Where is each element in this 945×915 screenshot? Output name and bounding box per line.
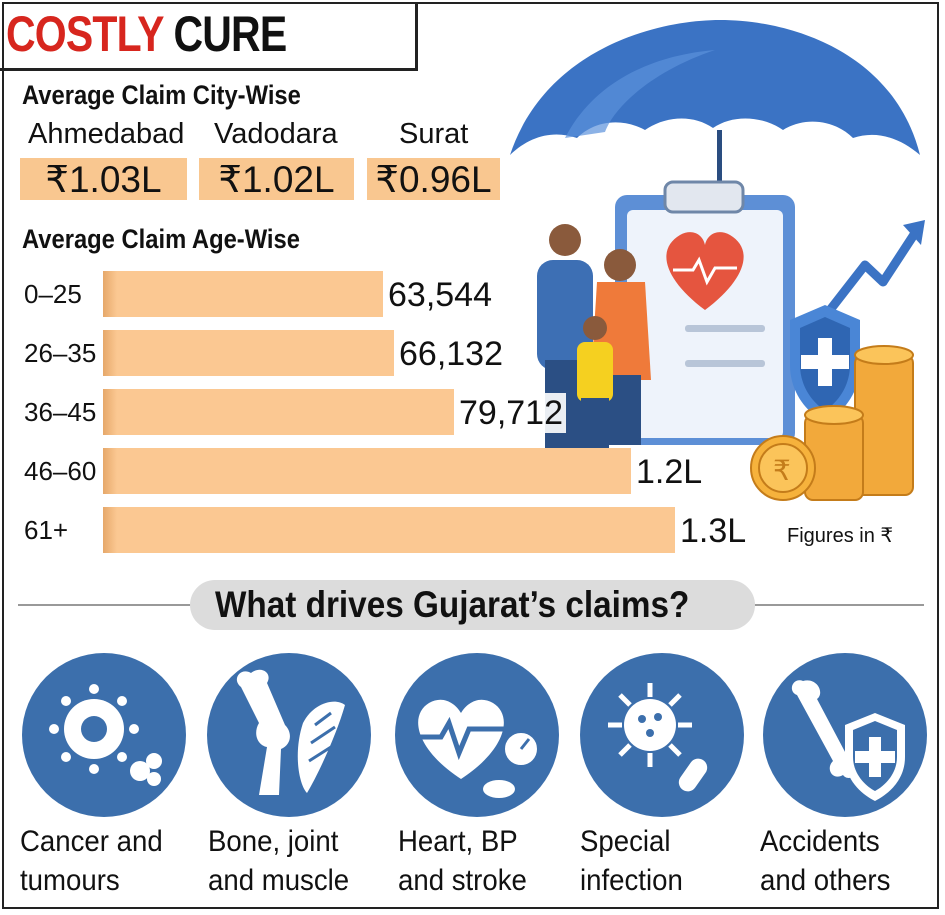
age-section-heading: Average Claim Age-Wise	[22, 224, 300, 254]
driver-label-line2: and stroke	[398, 864, 527, 897]
divider-right	[752, 604, 924, 606]
age-bar	[103, 389, 454, 435]
driver-label-bone: Bone, joint and muscle	[208, 822, 349, 900]
city-name-vadodara: Vadodara	[214, 118, 338, 150]
divider-left	[18, 604, 193, 606]
driver-cancer-circle	[22, 653, 186, 817]
driver-label-line1: Heart, BP	[398, 825, 518, 858]
driver-label-line1: Cancer and	[20, 825, 163, 858]
age-tick-label: 0–25	[24, 279, 82, 309]
drivers-heading-pill	[190, 580, 755, 630]
age-bar-value-label: 66,132	[396, 334, 506, 374]
title-side-rule	[415, 2, 418, 71]
age-bar	[103, 507, 675, 553]
bone-shield-icon	[791, 680, 905, 801]
driver-label-line2: and others	[760, 864, 891, 897]
age-tick-label: 61+	[24, 515, 69, 545]
age-bar-value-label: 63,544	[385, 275, 495, 315]
city-value-ahmedabad: ₹1.03L	[20, 158, 187, 200]
driver-label-heart: Heart, BP and stroke	[398, 822, 527, 900]
driver-infection-circle	[580, 653, 744, 817]
driver-label-infection: Special infection	[580, 822, 683, 900]
heart-bp-icon	[417, 699, 541, 798]
driver-bone-circle	[207, 653, 371, 817]
driver-label-accident: Accidents and others	[760, 822, 890, 900]
page-title: COSTLY CURE	[6, 6, 287, 62]
driver-label-line1: Bone, joint	[208, 825, 339, 858]
driver-label-line2: tumours	[20, 864, 120, 897]
svg-text:₹: ₹	[773, 454, 791, 487]
city-name-ahmedabad: Ahmedabad	[28, 118, 185, 150]
age-bar	[103, 271, 383, 317]
insurance-illustration: ₹	[510, 20, 925, 501]
age-bar	[103, 330, 394, 376]
age-tick-label: 36–45	[24, 397, 97, 427]
age-bar-value-label: 1.3L	[677, 511, 750, 551]
age-bar	[103, 448, 631, 494]
city-section-heading: Average Claim City-Wise	[22, 80, 301, 110]
umbrella-icon	[510, 20, 920, 155]
heart-icon	[666, 232, 744, 310]
driver-accident-circle	[763, 653, 927, 817]
age-tick-label: 26–35	[24, 338, 97, 368]
driver-label-line1: Special	[580, 825, 671, 858]
bone-joint-icon	[236, 669, 345, 795]
driver-label-line1: Accidents	[760, 825, 880, 858]
age-bar-value-label: 1.2L	[633, 452, 706, 492]
driver-heart-circle	[395, 653, 559, 817]
driver-label-line2: infection	[580, 864, 683, 897]
virus-icon	[608, 683, 708, 792]
title-underline	[0, 68, 415, 71]
figures-note: Figures in ₹	[787, 525, 894, 547]
age-tick-label: 46–60	[24, 456, 97, 486]
driver-label-line2: and muscle	[208, 864, 350, 897]
drivers-heading: What drives Gujarat’s claims?	[215, 584, 690, 625]
coin-stack-icon	[750, 345, 914, 501]
age-bar-value-label: 79,712	[456, 393, 566, 433]
city-value-vadodara: ₹1.02L	[199, 158, 354, 200]
city-value-surat: ₹0.96L	[367, 158, 500, 200]
title-part-black: CURE	[173, 6, 287, 62]
title-part-red: COSTLY	[6, 6, 164, 62]
cancer-cell-icon	[49, 684, 162, 786]
city-name-surat: Surat	[399, 118, 469, 150]
driver-label-cancer: Cancer and tumours	[20, 822, 163, 900]
